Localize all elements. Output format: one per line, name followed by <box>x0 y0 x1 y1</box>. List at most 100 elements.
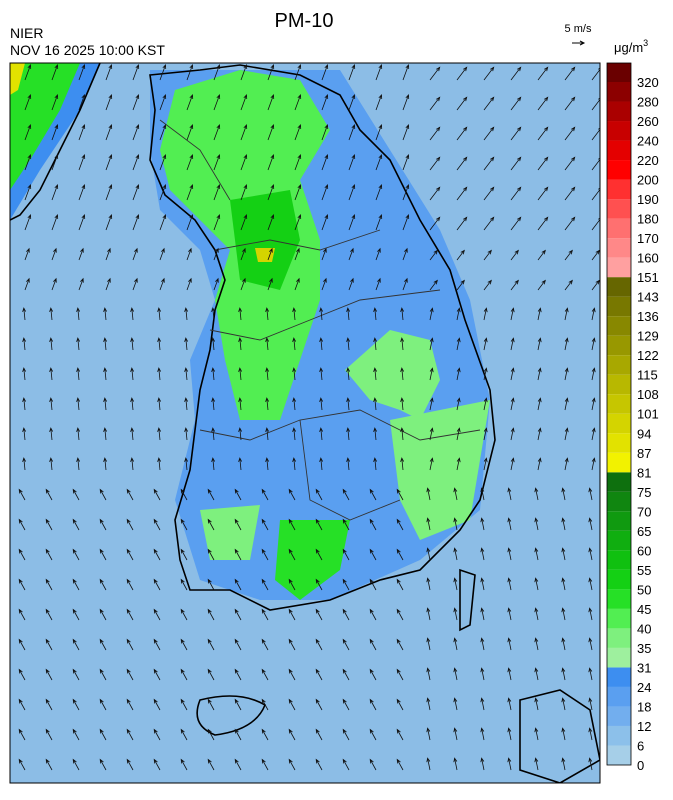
wind-arrow <box>51 184 59 201</box>
colorbar-label: 87 <box>637 446 651 461</box>
wind-arrow <box>591 279 600 291</box>
wind-arrow <box>537 186 549 201</box>
wind-arrow <box>103 457 108 471</box>
timestamp: NOV 16 2025 10:00 KST <box>10 42 165 58</box>
wind-arrow <box>346 367 351 381</box>
wind-arrow <box>72 758 80 771</box>
wind-arrow <box>24 124 32 141</box>
wind-arrow <box>342 758 350 771</box>
wind-arrow <box>261 728 269 741</box>
wind-arrow <box>292 337 297 351</box>
colorbar-label: 75 <box>637 485 651 500</box>
wind-arrow <box>234 728 242 741</box>
wind-arrow <box>234 548 242 561</box>
wind-arrow <box>105 277 111 291</box>
wind-arrow <box>561 487 566 501</box>
wind-arrow <box>265 427 270 441</box>
wind-arrow <box>591 217 600 231</box>
wind-arrow <box>99 698 107 711</box>
wind-arrow <box>76 397 81 411</box>
wind-arrow <box>534 517 539 531</box>
wind-arrow <box>369 518 377 531</box>
wind-arrow <box>483 66 495 81</box>
wind-arrow <box>321 184 329 201</box>
green-field <box>345 330 440 420</box>
wind-arrow <box>369 758 377 771</box>
wind-arrow <box>294 184 302 201</box>
wind-arrow <box>480 667 485 681</box>
wind-arrow <box>537 66 549 81</box>
wind-arrow <box>157 397 162 411</box>
wind-arrow <box>483 96 495 111</box>
wind-arrow <box>537 156 549 171</box>
wind-arrow <box>186 94 194 111</box>
wind-arrow <box>103 367 108 381</box>
colorbar-segment <box>607 296 631 317</box>
colorbar-label: 143 <box>637 290 659 305</box>
wind-arrow <box>99 758 107 771</box>
wind-arrow <box>396 668 404 681</box>
wind-arrow <box>126 578 134 591</box>
wind-arrow <box>267 247 273 261</box>
colorbar-segment <box>607 569 631 590</box>
wind-arrow <box>240 154 248 171</box>
wind-arrow <box>240 247 246 261</box>
wind-arrow <box>49 367 54 381</box>
wind-arrow <box>537 337 542 351</box>
colorbar-segment <box>607 335 631 356</box>
wind-arrow <box>483 216 495 231</box>
wind-arrow <box>234 638 242 651</box>
wind-arrow <box>157 427 162 441</box>
wind-arrow <box>234 608 242 621</box>
wind-arrow <box>319 367 324 381</box>
wind-arrow <box>261 548 269 561</box>
wind-arrow <box>240 124 248 141</box>
wind-arrow <box>240 94 248 111</box>
wind-arrow <box>153 758 161 771</box>
wind-arrow <box>564 96 576 111</box>
wind-arrow <box>588 637 593 651</box>
colorbar-label: 55 <box>637 563 651 578</box>
wind-arrow <box>238 307 243 321</box>
wind-arrow <box>561 697 566 711</box>
wind-arrow <box>564 126 576 141</box>
colorbar-segment <box>607 667 631 687</box>
wind-arrow <box>537 367 542 381</box>
wind-arrow <box>99 518 107 531</box>
wind-arrow <box>561 577 566 591</box>
wind-arrow <box>51 154 59 171</box>
wind-arrow <box>24 214 32 231</box>
wind-arrow <box>426 667 431 681</box>
wind-arrow <box>157 457 162 471</box>
wind-arrow <box>159 277 165 291</box>
wind-arrow <box>456 156 468 171</box>
wind-arrow <box>211 307 216 321</box>
wind-arrow <box>537 96 549 111</box>
wind-arrow <box>24 184 32 201</box>
colorbar-label: 115 <box>637 368 658 383</box>
wind-arrow <box>346 397 351 411</box>
wind-arrow <box>132 214 140 231</box>
wind-arrow <box>534 757 539 771</box>
wind-arrow <box>561 727 566 741</box>
wind-arrow <box>238 367 243 381</box>
wind-arrow <box>76 337 81 351</box>
wind-arrow <box>588 727 593 741</box>
wind-arrow <box>45 758 53 771</box>
wind-arrow <box>564 457 569 471</box>
colorbar-frame <box>606 62 632 766</box>
wind-arrow <box>153 608 161 621</box>
wind-arrow <box>180 578 188 591</box>
wind-arrows <box>18 64 600 771</box>
wind-arrow <box>483 367 488 381</box>
unit-exponent: 3 <box>643 38 648 48</box>
wind-arrow <box>213 277 219 291</box>
wind-arrow <box>238 397 243 411</box>
wind-arrow <box>369 698 377 711</box>
wind-arrow <box>373 307 378 321</box>
colorbar-segment <box>607 316 631 336</box>
wind-arrow <box>265 397 270 411</box>
wind-arrow <box>321 214 329 231</box>
wind-arrow <box>348 214 356 231</box>
wind-arrow <box>453 697 458 711</box>
